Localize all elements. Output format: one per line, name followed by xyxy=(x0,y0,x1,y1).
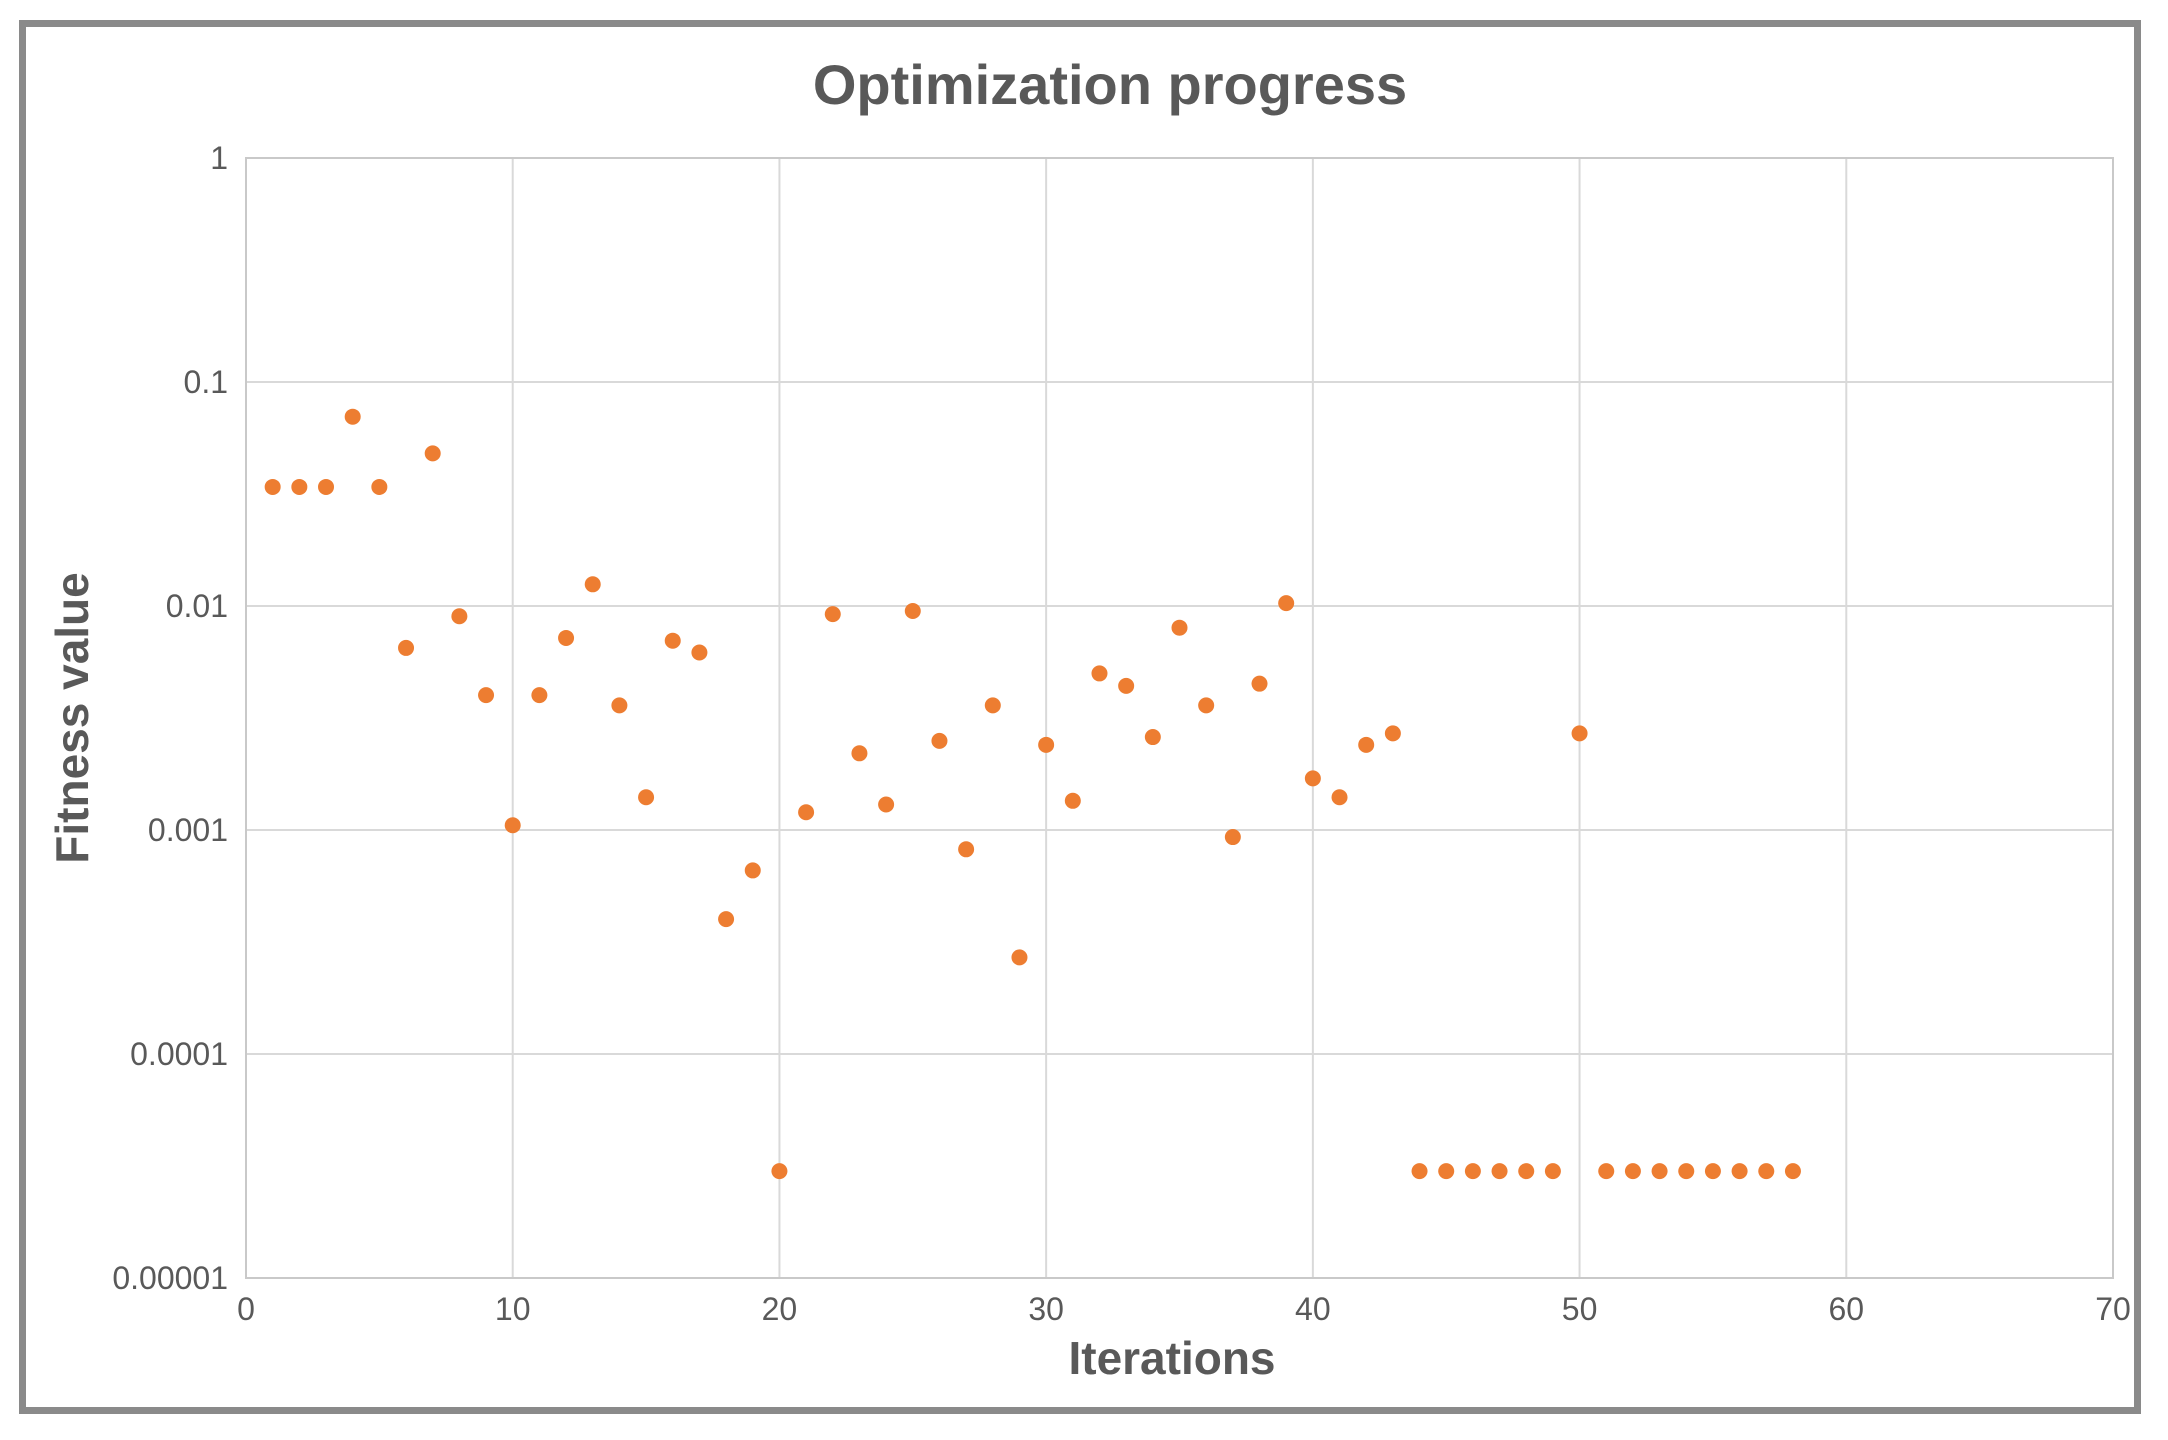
data-point xyxy=(558,629,575,646)
data-point xyxy=(1651,1163,1668,1180)
data-point xyxy=(1278,595,1295,612)
data-point xyxy=(478,687,495,704)
data-point xyxy=(1064,792,1081,809)
data-point xyxy=(1704,1163,1721,1180)
data-point xyxy=(851,745,868,762)
data-point xyxy=(291,478,308,495)
data-point xyxy=(984,697,1001,714)
data-point xyxy=(1251,675,1268,692)
data-point xyxy=(691,644,708,661)
data-point xyxy=(424,445,441,462)
data-point xyxy=(318,478,335,495)
grid-layer xyxy=(245,157,2114,1279)
data-point xyxy=(718,911,735,928)
points-layer xyxy=(264,408,1801,1180)
x-tick-60: 60 xyxy=(1828,1291,1864,1327)
data-point xyxy=(344,408,361,425)
data-point xyxy=(931,732,948,749)
x-tick-20: 20 xyxy=(762,1291,798,1327)
x-tick-70: 70 xyxy=(2095,1291,2131,1327)
data-point xyxy=(1678,1163,1695,1180)
data-point xyxy=(504,817,521,834)
data-point xyxy=(744,862,761,879)
y-tick-0.01: 0.01 xyxy=(166,588,228,624)
x-axis-title: Iterations xyxy=(1068,1332,1275,1384)
data-point xyxy=(1731,1163,1748,1180)
data-point xyxy=(1144,729,1161,746)
y-tick-0.1: 0.1 xyxy=(184,364,228,400)
data-point xyxy=(1038,736,1055,753)
data-point xyxy=(1544,1163,1561,1180)
y-axis-title: Fitness value xyxy=(46,572,98,863)
data-point xyxy=(798,804,815,821)
figure-border xyxy=(19,20,2141,1414)
chart-title: Optimization progress xyxy=(813,53,1407,116)
data-point xyxy=(1624,1163,1641,1180)
data-point xyxy=(1358,736,1375,753)
data-point xyxy=(904,602,921,619)
y-tick-0.001: 0.001 xyxy=(148,812,228,848)
x-tick-50: 50 xyxy=(1562,1291,1598,1327)
x-tick-labels: 0 10 20 30 40 50 60 70 xyxy=(237,1291,2131,1327)
data-point xyxy=(1171,619,1188,636)
data-point xyxy=(824,606,841,623)
data-point xyxy=(771,1163,788,1180)
x-tick-40: 40 xyxy=(1295,1291,1331,1327)
y-tick-0.00001: 0.00001 xyxy=(112,1260,228,1296)
data-point xyxy=(1464,1163,1481,1180)
data-point xyxy=(1758,1163,1775,1180)
data-point xyxy=(1198,697,1215,714)
data-point xyxy=(958,841,975,858)
data-point xyxy=(1384,725,1401,742)
y-tick-1: 1 xyxy=(210,140,228,176)
data-point xyxy=(611,697,628,714)
x-tick-10: 10 xyxy=(495,1291,531,1327)
data-point xyxy=(398,639,415,656)
data-point xyxy=(1118,677,1135,694)
data-point xyxy=(1304,770,1321,787)
x-tick-30: 30 xyxy=(1028,1291,1064,1327)
plot-border xyxy=(245,157,2114,1279)
data-point xyxy=(1784,1163,1801,1180)
data-point xyxy=(638,789,655,806)
data-point xyxy=(264,478,281,495)
data-point xyxy=(1091,665,1108,682)
data-point xyxy=(878,796,895,813)
data-point xyxy=(1598,1163,1615,1180)
data-point xyxy=(1011,949,1028,966)
data-point xyxy=(531,687,548,704)
data-point xyxy=(1224,829,1241,846)
data-point xyxy=(1411,1163,1428,1180)
data-point xyxy=(1518,1163,1535,1180)
y-tick-labels: 1 0.1 0.01 0.001 0.0001 0.00001 xyxy=(112,140,228,1296)
data-point xyxy=(371,478,388,495)
data-point xyxy=(1491,1163,1508,1180)
data-point xyxy=(1571,725,1588,742)
y-tick-0.0001: 0.0001 xyxy=(130,1036,228,1072)
x-tick-0: 0 xyxy=(237,1291,255,1327)
data-point xyxy=(1438,1163,1455,1180)
data-point xyxy=(451,608,468,625)
data-point xyxy=(1331,789,1348,806)
data-point xyxy=(584,576,601,593)
data-point xyxy=(664,632,681,649)
